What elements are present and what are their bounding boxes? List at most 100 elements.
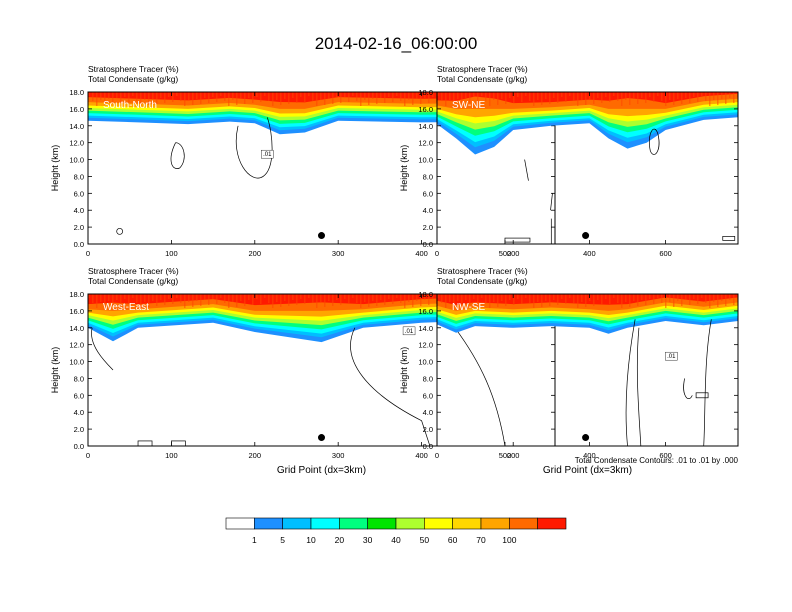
tracer-streak [733, 92, 735, 103]
tracer-streak [292, 92, 294, 98]
tracer-streak [649, 294, 651, 299]
tracer-streak [384, 92, 386, 103]
tracer-streak [132, 92, 134, 96]
tracer-streak [356, 294, 358, 303]
colorbar-swatch [367, 517, 397, 530]
tracer-streak [633, 294, 635, 301]
condensate-contour [636, 327, 642, 446]
tracer-streak [172, 92, 174, 102]
tracer-streak [104, 92, 106, 105]
tracer-streak [557, 92, 559, 103]
tracer-streak [236, 92, 238, 105]
main-title: 2014-02-16_06:00:00 [315, 34, 478, 53]
tracer-streak [404, 92, 406, 106]
panel-label: West-East [103, 302, 149, 313]
x-tick-label: 0 [86, 451, 90, 460]
tracer-streak [681, 294, 683, 306]
tracer-streak [725, 294, 727, 306]
tracer-streak [593, 294, 595, 306]
tracer-streak [180, 92, 182, 101]
tracer-streak [208, 294, 210, 305]
y-tick-label: 14.0 [69, 122, 84, 131]
tracer-streak [457, 92, 459, 99]
tracer-streak [633, 92, 635, 99]
tracer-streak [340, 294, 342, 305]
location-marker [318, 434, 325, 442]
tracer-streak [665, 92, 667, 106]
tracer-streak [388, 92, 390, 97]
tracer-streak [148, 92, 150, 105]
tracer-streak [376, 92, 378, 104]
x-tick-label: 200 [249, 249, 262, 258]
tracer-streak [132, 294, 134, 298]
tracer-streak [168, 294, 170, 299]
tracer-streak [220, 294, 222, 298]
tracer-streak [677, 92, 679, 99]
y-tick-label: 12.0 [69, 139, 84, 148]
tracer-streak [112, 294, 114, 306]
colorbar-swatch [537, 517, 567, 530]
tracer-streak [449, 92, 451, 100]
tracer-streak [176, 92, 178, 96]
tracer-streak [296, 92, 298, 103]
tracer-streak [569, 92, 571, 96]
y-tick-label: 10.0 [69, 156, 84, 165]
x-tick-label: 0 [86, 249, 90, 258]
tracer-streak [360, 92, 362, 106]
tracer-streak [481, 294, 483, 298]
tracer-streak [529, 92, 531, 101]
colorbar-label: 20 [335, 535, 345, 545]
tracer-streak [601, 294, 603, 305]
y-tick-label: 14.0 [69, 324, 84, 333]
y-tick-label: 12.0 [418, 341, 433, 350]
tracer-streak [360, 294, 362, 308]
tracer-streak [577, 294, 579, 308]
tracer-streak [192, 92, 194, 105]
panel-subtitle-condensate: Total Condensate (g/kg) [437, 276, 527, 286]
tracer-streak [593, 92, 595, 104]
tracer-streak [597, 294, 599, 300]
tracer-streak [296, 294, 298, 305]
location-marker [582, 434, 590, 442]
tracer-streak [573, 294, 575, 303]
tracer-streak [404, 294, 406, 308]
tracer-streak [437, 92, 439, 96]
tracer-streak [156, 92, 158, 104]
condensate-contour [116, 227, 124, 235]
tracer-streak [453, 294, 455, 307]
tracer-streak [549, 92, 551, 104]
tracer-streak [232, 92, 234, 100]
x-tick-label: 600 [659, 451, 672, 460]
colorbar-swatch [452, 517, 482, 530]
tracer-streak [308, 294, 310, 298]
tracer-streak [252, 294, 254, 305]
tracer-streak [553, 294, 555, 300]
tracer-streak [124, 294, 126, 299]
panel-subtitle-condensate: Total Condensate (g/kg) [88, 276, 178, 286]
tracer-streak [272, 294, 274, 308]
tracer-streak [529, 294, 531, 303]
condensate-contour [137, 440, 153, 446]
colorbar-label: 50 [420, 535, 430, 545]
y-axis-label: Height (km) [399, 347, 409, 394]
tracer-streak [709, 92, 711, 106]
tracer-streak [505, 294, 507, 306]
location-marker [582, 232, 590, 240]
tracer-streak [565, 294, 567, 304]
tracer-streak [216, 294, 218, 304]
tracer-streak [453, 92, 455, 105]
colorbar-label: 40 [391, 535, 401, 545]
tracer-streak [216, 92, 218, 102]
y-tick-label: 14.0 [418, 122, 433, 131]
tracer-streak [408, 294, 410, 302]
x-tick-label: 200 [507, 249, 520, 258]
tracer-streak [573, 92, 575, 101]
y-tick-label: 2.0 [74, 223, 84, 232]
tracer-streak [481, 92, 483, 96]
tracer-streak [400, 294, 402, 303]
tracer-streak [196, 92, 198, 99]
tracer-streak [164, 294, 166, 305]
tracer-streak [196, 294, 198, 301]
tracer-streak [545, 294, 547, 301]
tracer-streak [713, 92, 715, 100]
